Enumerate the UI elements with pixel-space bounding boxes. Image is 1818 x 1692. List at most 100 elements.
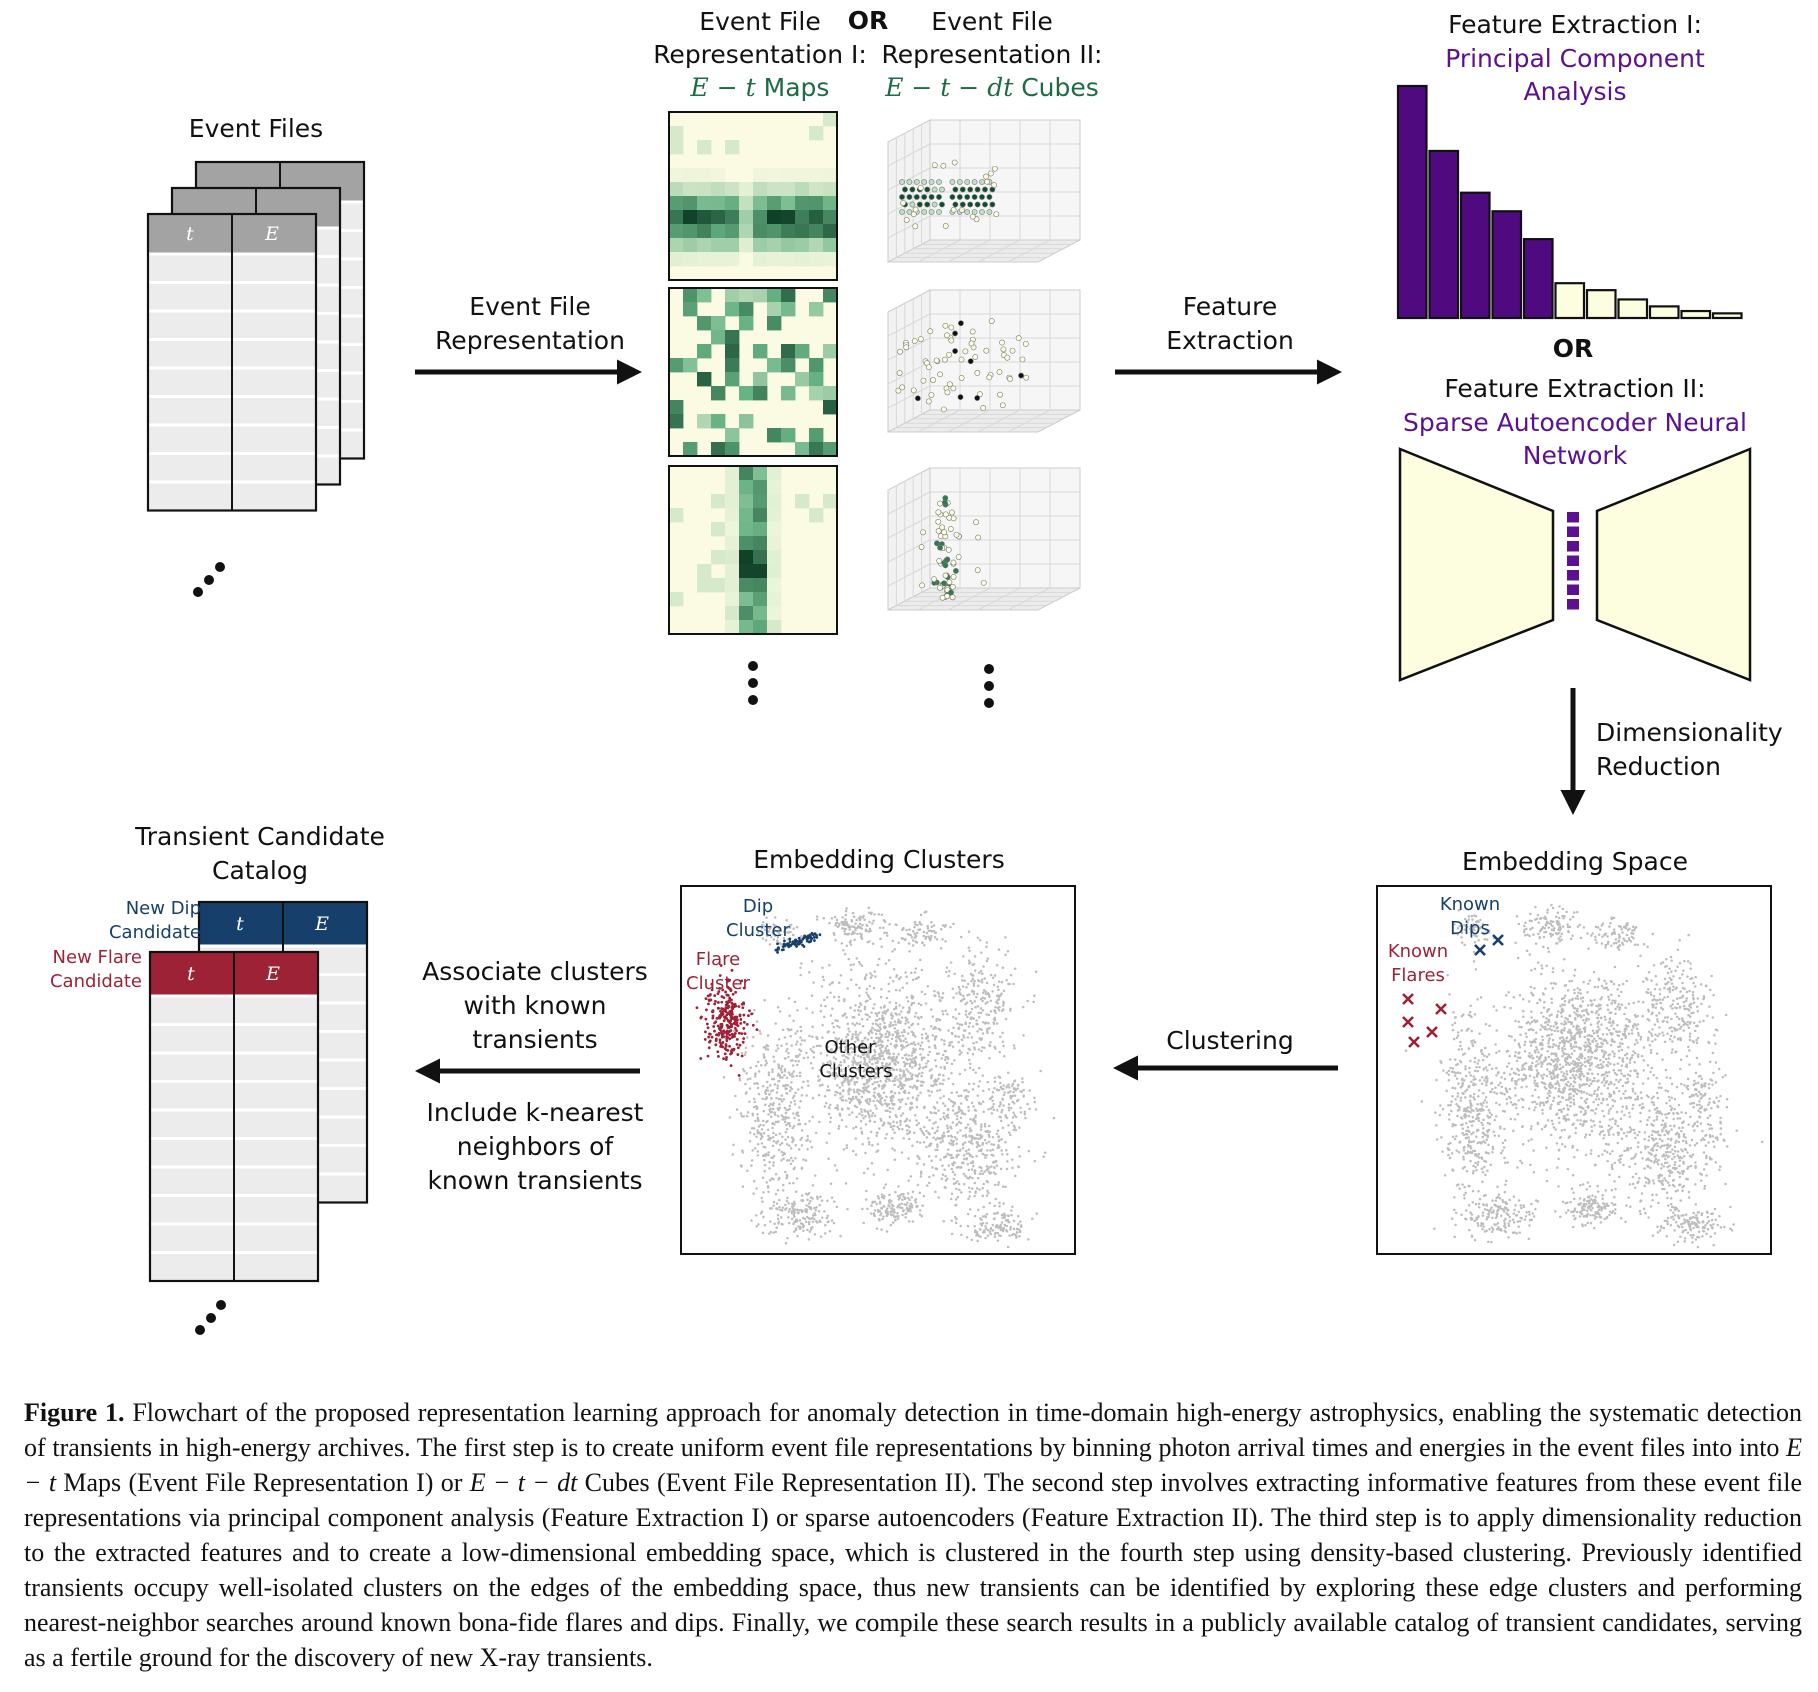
- catalog-dip-col-t: t: [236, 913, 244, 935]
- rep2-title-line3: E − t − dt Cubes: [862, 71, 1122, 104]
- new-flare-line1: New Flare: [52, 947, 142, 968]
- fe1-title-line3: Analysis: [1523, 77, 1627, 106]
- rep1-title-line2: Representation I:: [653, 40, 867, 69]
- etdt-cube-1: [887, 119, 1081, 263]
- dip-cluster-line1: Dip: [742, 896, 774, 917]
- etdt-cube-3: [887, 467, 1081, 611]
- arrow-label-include-2: neighbors of: [456, 1132, 614, 1161]
- etdt-cubes-ellipsis: [984, 664, 994, 708]
- flowchart-figure: Event Files t E Event File Representatio…: [49, 6, 1783, 1335]
- event-files-stack: [146, 160, 366, 512]
- fe2-title-line2: Sparse Autoencoder Neural: [1403, 408, 1747, 437]
- caption-math-2: E − t − dt: [469, 1468, 578, 1497]
- pca-bar: [1491, 210, 1523, 320]
- caption-text-2: Maps (Event File Representation I) or: [56, 1468, 470, 1497]
- et-maps-ellipsis: [748, 661, 758, 705]
- event-file-table-front: [146, 212, 318, 512]
- arrow-label-associate-1: Associate clusters: [422, 957, 648, 986]
- arrow-label-associate-2: with known: [463, 991, 607, 1020]
- event-file-col-e: E: [265, 223, 279, 245]
- arrow-label-event-file-1: Event File: [469, 292, 591, 321]
- caption-label: Figure 1.: [24, 1398, 125, 1427]
- pca-bar: [1711, 312, 1743, 320]
- pca-bar: [1648, 305, 1680, 320]
- rep2-math: E − t − dt: [885, 73, 1014, 102]
- rep2-suffix: Cubes: [1021, 73, 1099, 102]
- or-top: OR: [847, 6, 889, 35]
- fe1-title-line1: Feature Extraction I:: [1448, 10, 1702, 39]
- figure-caption: Figure 1. Flowchart of the proposed repr…: [24, 1395, 1802, 1675]
- catalog-dip-col-e: E: [315, 913, 329, 935]
- dip-cluster-line2: Cluster: [726, 920, 790, 941]
- pca-bar: [1522, 238, 1554, 320]
- catalog-ellipsis: [195, 1300, 226, 1335]
- et-map-1: [668, 111, 838, 281]
- event-files-title: Event Files: [188, 114, 324, 143]
- catalog-stack: [148, 900, 369, 1283]
- arrow-label-clustering: Clustering: [1166, 1026, 1294, 1055]
- other-clusters-line1: Other: [824, 1037, 876, 1058]
- decoder-trapezoid: [1595, 447, 1752, 682]
- embedding-clusters-plot: [680, 885, 1076, 1255]
- embedding-clusters-points: [695, 906, 1056, 1249]
- flare-cluster-line2: Cluster: [686, 973, 750, 994]
- known-dips-line2: Dips: [1450, 918, 1490, 939]
- caption-math-1: E − t: [24, 1433, 1802, 1497]
- known-dips-line1: Known: [1439, 894, 1501, 915]
- event-files-ellipsis: [193, 562, 225, 597]
- diagram-graphics: [146, 84, 1772, 1335]
- arrow-label-include-3: known transients: [427, 1166, 643, 1195]
- et-map-3: [668, 465, 838, 635]
- new-dip-line1: New Dip: [125, 898, 201, 919]
- embedding-space-title: Embedding Space: [1462, 847, 1688, 876]
- caption-text-1: Flowchart of the proposed representation…: [24, 1398, 1802, 1462]
- pca-bar-chart: [1396, 84, 1743, 320]
- rep1-suffix: Maps: [763, 73, 830, 102]
- pca-bar: [1680, 309, 1712, 320]
- pca-bar: [1554, 282, 1586, 320]
- embedding-clusters-title: Embedding Clusters: [753, 845, 1005, 874]
- or-middle: OR: [1552, 334, 1594, 363]
- pca-bar: [1459, 191, 1491, 320]
- arrow-label-include-1: Include k-nearest: [426, 1098, 644, 1127]
- catalog-title-line2: Catalog: [211, 856, 308, 885]
- et-maps: [668, 111, 838, 635]
- embedding-space-plot: [1376, 885, 1772, 1255]
- arrow-label-dimred-2: Reduction: [1596, 752, 1721, 781]
- encoder-trapezoid: [1398, 447, 1555, 682]
- known-flares-line1: Known: [1387, 941, 1449, 962]
- fe1-title-line2: Principal Component: [1445, 44, 1705, 73]
- embedding-space-points: [1404, 903, 1764, 1249]
- rep1-title-line1: Event File: [699, 7, 821, 36]
- pca-bar: [1428, 149, 1460, 320]
- catalog-flare-col-t: t: [187, 963, 195, 985]
- catalog-table-flare: [148, 950, 320, 1283]
- rep1-math: E − t: [690, 73, 756, 102]
- arrow-label-dimred-1: Dimensionality: [1596, 718, 1783, 747]
- other-clusters-line2: Clusters: [819, 1061, 893, 1082]
- arrow-label-event-file-2: Representation: [435, 326, 625, 355]
- arrow-label-feature-1: Feature: [1182, 292, 1278, 321]
- pca-bar: [1617, 298, 1649, 320]
- fe2-title-line1: Feature Extraction II:: [1444, 374, 1706, 403]
- known-flares-line2: Flares: [1391, 965, 1445, 986]
- et-map-2: [668, 287, 838, 457]
- pca-bar: [1585, 289, 1617, 320]
- caption-text-3: Cubes (Event File Representation II). Th…: [24, 1468, 1802, 1672]
- event-file-col-t: t: [186, 223, 194, 245]
- flare-cluster-line1: Flare: [695, 949, 741, 970]
- catalog-title-line1: Transient Candidate: [135, 822, 385, 851]
- autoencoder-diagram: [1398, 447, 1752, 682]
- arrow-label-feature-2: Extraction: [1166, 326, 1294, 355]
- known-transient-markers: [1402, 934, 1504, 1048]
- pca-bar: [1396, 84, 1428, 320]
- rep2-title-line1: Event File: [931, 7, 1053, 36]
- latent-bottleneck: [1567, 512, 1579, 610]
- rep2-title-line2: Representation II:: [881, 40, 1103, 69]
- fe2-title-line3: Network: [1522, 441, 1628, 470]
- new-flare-line2: Candidate: [49, 971, 142, 992]
- new-dip-line2: Candidate: [108, 922, 201, 943]
- etdt-cube-2: [887, 289, 1081, 433]
- catalog-flare-col-e: E: [266, 963, 280, 985]
- rep1-title-line3: E − t Maps: [640, 71, 880, 104]
